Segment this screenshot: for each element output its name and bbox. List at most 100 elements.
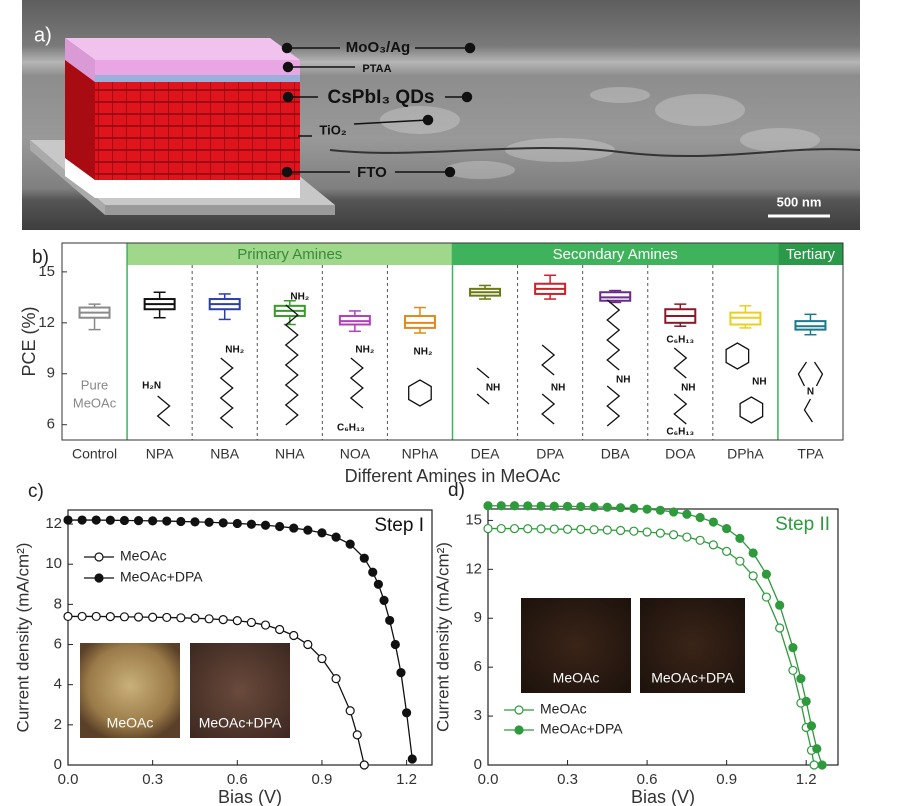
data-point <box>359 553 369 563</box>
x-tick-label: 1.2 <box>396 771 417 788</box>
sem-texture <box>380 87 820 179</box>
data-point <box>748 548 758 558</box>
data-point <box>496 523 506 534</box>
data-point <box>817 760 827 770</box>
group-header <box>452 243 778 265</box>
y-axis-label: Current density (mA/cm²) <box>13 543 32 733</box>
x-tick-label: Control <box>72 446 117 462</box>
x-tick-label: DBA <box>601 446 630 462</box>
data-point <box>396 668 406 678</box>
data-point <box>133 612 144 622</box>
inset-label: MeOAc+DPA <box>199 715 282 731</box>
data-point <box>775 600 785 610</box>
data-point <box>682 509 692 519</box>
x-tick-label: TPA <box>797 446 824 462</box>
annotation: Step I <box>374 515 424 536</box>
molecule-label: NH <box>551 383 565 394</box>
x-tick-label: DPA <box>536 446 564 462</box>
series-line <box>488 527 815 766</box>
data-point <box>483 501 493 511</box>
x-tick-label: NBA <box>210 446 239 462</box>
data-point <box>91 611 101 622</box>
data-point <box>536 501 546 511</box>
y-tick-label: 2 <box>54 716 62 733</box>
data-point <box>218 615 228 625</box>
data-point <box>695 535 705 545</box>
legend-marker <box>514 705 524 715</box>
data-point <box>390 639 400 650</box>
data-point <box>775 623 785 633</box>
data-point <box>629 503 639 513</box>
data-point <box>204 517 214 527</box>
data-point <box>133 516 144 526</box>
data-point <box>523 524 533 534</box>
x-tick-label: 0.3 <box>557 771 578 788</box>
legend-label: MeOAc <box>540 701 587 717</box>
data-point <box>642 527 652 537</box>
legend-label: MeOAc+DPA <box>120 569 203 585</box>
data-point <box>260 620 271 630</box>
inset-label: MeOAc+DPA <box>651 670 734 686</box>
x-tick-label: NOA <box>340 446 371 462</box>
data-point <box>352 730 362 740</box>
x-axis-label: Different Amines in MeOAc <box>345 466 561 486</box>
data-point <box>289 523 299 533</box>
data-point <box>176 516 186 527</box>
data-point <box>722 523 732 534</box>
layer-label: FTO <box>357 164 387 181</box>
data-point <box>246 519 257 529</box>
data-point <box>303 525 313 535</box>
legend-marker <box>514 725 524 735</box>
molecule-bond <box>156 395 171 427</box>
x-tick-label: NPhA <box>402 446 439 462</box>
y-tick-label: 12 <box>45 515 62 532</box>
scale-bar-label: 500 nm <box>777 194 822 209</box>
data-point <box>796 673 806 684</box>
molecule-label: C₆H₁₃ <box>666 335 694 346</box>
molecule-bond <box>803 398 813 423</box>
molecule-label: NH₂ <box>290 292 309 303</box>
group-header <box>127 243 453 265</box>
data-point <box>549 501 559 511</box>
x-tick-label: 0.9 <box>716 771 737 788</box>
group-label: Tertiary <box>786 246 836 263</box>
data-point <box>77 611 87 622</box>
data-point <box>589 525 599 535</box>
data-point <box>359 760 369 770</box>
data-point <box>761 592 772 602</box>
annotation: Step II <box>775 514 830 535</box>
data-point <box>629 526 639 536</box>
data-point <box>289 630 299 641</box>
data-point <box>119 612 130 622</box>
x-tick-label: 0.3 <box>142 771 163 788</box>
data-point <box>368 567 378 577</box>
data-point <box>232 518 242 529</box>
data-point <box>204 614 214 624</box>
x-tick-label: NHA <box>275 446 305 462</box>
data-point <box>148 516 158 526</box>
data-point <box>809 760 819 770</box>
data-point <box>483 523 493 534</box>
panel-label: c) <box>28 481 44 502</box>
data-point <box>77 515 87 525</box>
data-point <box>402 708 412 718</box>
data-point <box>407 754 417 764</box>
x-tick-label: DOA <box>665 446 696 462</box>
group-label: Secondary Amines <box>553 246 678 263</box>
panel-label: b) <box>32 247 49 268</box>
data-point <box>63 611 73 622</box>
data-point <box>331 674 341 684</box>
data-point <box>761 569 772 579</box>
data-point <box>615 503 626 513</box>
y-tick-label: 0 <box>474 756 482 773</box>
data-point <box>642 504 652 514</box>
data-point <box>190 613 200 623</box>
data-point <box>801 696 811 707</box>
sem-crack <box>329 147 861 158</box>
panel-label: d) <box>448 480 465 501</box>
molecule-label: NH <box>486 383 500 394</box>
molecule-label: C₆H₁₃ <box>337 423 365 434</box>
data-point <box>669 507 679 517</box>
